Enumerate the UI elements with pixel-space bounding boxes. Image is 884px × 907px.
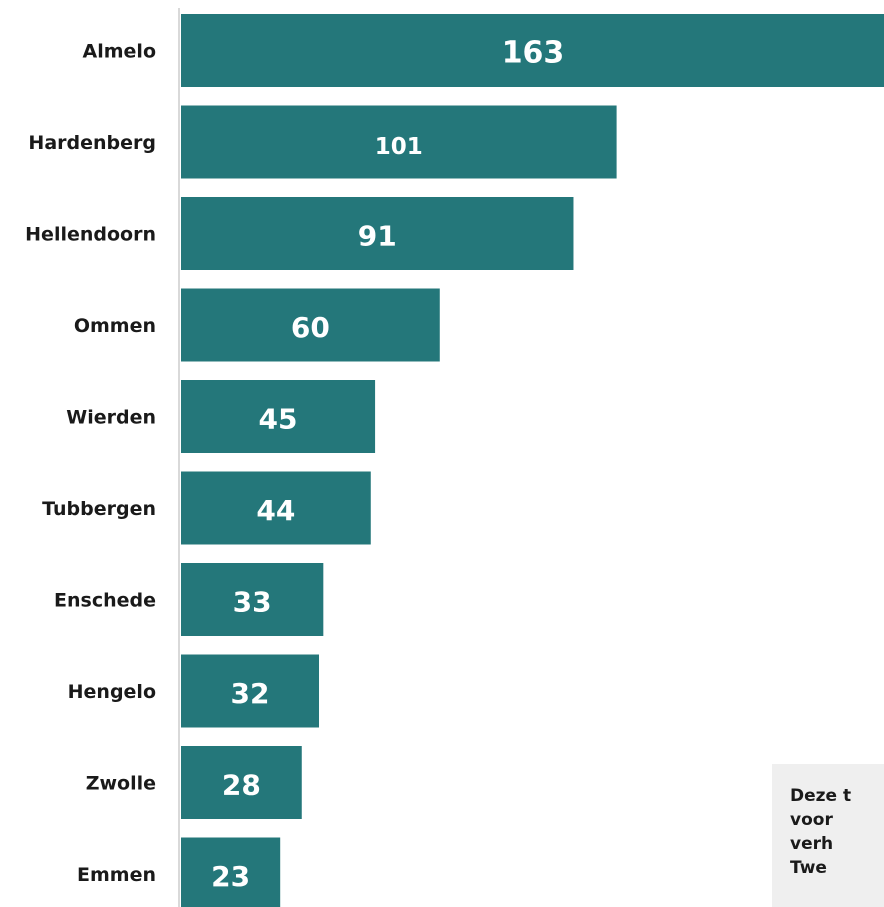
bar-hellendoorn	[181, 197, 574, 270]
value-label-ommen: 60	[291, 311, 330, 344]
category-label-almelo: Almelo	[83, 41, 156, 63]
category-label-enschede: Enschede	[54, 590, 156, 612]
value-label-wierden: 45	[259, 403, 298, 436]
value-label-hellendoorn: 91	[358, 220, 397, 253]
note-line-3: verh	[790, 834, 834, 854]
category-label-hardenberg: Hardenberg	[28, 132, 156, 154]
category-label-hengelo: Hengelo	[68, 681, 156, 703]
value-label-hengelo: 32	[231, 677, 270, 710]
note-box: Deze t voor verh Twe	[772, 764, 884, 907]
bar-almelo	[181, 14, 884, 87]
bar-zwolle	[181, 746, 302, 819]
bar-emmen	[181, 837, 281, 907]
bar-wierden	[181, 380, 376, 453]
bar-ommen	[181, 288, 440, 362]
bars-layer: Almelo 163 Hardenberg 101 Hellendoorn 91 Ommen…	[25, 14, 884, 907]
note-line-1: Deze t	[790, 786, 852, 806]
category-label-hellendoorn: Hellendoorn	[25, 224, 156, 246]
value-label-almelo: 163	[502, 36, 565, 71]
bar-tubbergen	[181, 471, 371, 545]
value-label-enschede: 33	[233, 586, 272, 619]
bar-hardenberg	[181, 105, 617, 179]
category-label-tubbergen: Tubbergen	[42, 498, 156, 520]
value-label-hardenberg: 101	[375, 134, 423, 160]
category-label-zwolle: Zwolle	[86, 773, 156, 795]
note-line-4: Twe	[790, 858, 827, 878]
value-label-zwolle: 28	[222, 769, 261, 802]
category-label-emmen: Emmen	[77, 864, 156, 886]
category-label-ommen: Ommen	[74, 315, 156, 337]
bar-enschede	[181, 563, 324, 636]
value-label-emmen: 23	[211, 860, 250, 893]
bar-hengelo	[181, 654, 320, 728]
note-line-2: voor	[790, 810, 833, 830]
value-label-tubbergen: 44	[256, 494, 295, 527]
category-label-wierden: Wierden	[66, 407, 156, 429]
